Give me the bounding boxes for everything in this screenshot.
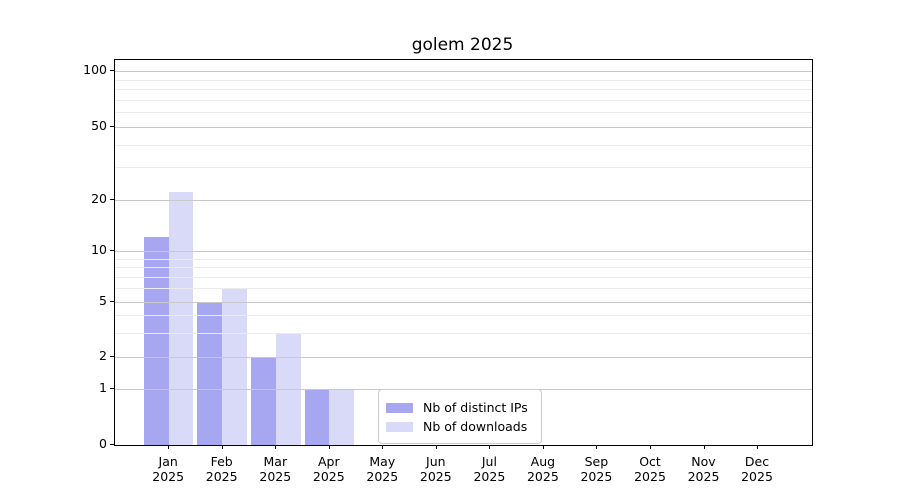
y-tick-mark xyxy=(110,387,114,389)
gridline-minor-4 xyxy=(115,315,812,317)
y-tick-label: 50 xyxy=(91,117,107,133)
gridline-minor-70 xyxy=(115,99,812,101)
legend-item-downloads: Nb of downloads xyxy=(386,417,533,436)
gridline-major-20 xyxy=(115,199,812,201)
y-tick-label: 0 xyxy=(99,436,107,451)
x-tick-mark xyxy=(382,445,384,449)
x-tick-label-jan: Jan 2025 xyxy=(152,454,185,484)
x-tick-mark xyxy=(435,445,437,449)
x-tick-label-mar: Mar 2025 xyxy=(259,454,292,484)
x-tick-label-jul: Jul 2025 xyxy=(473,454,506,484)
gridline-minor-40 xyxy=(115,144,812,146)
x-tick-mark xyxy=(650,445,651,449)
legend-item-distinct-ips: Nb of distinct IPs xyxy=(386,398,533,417)
x-tick-mark xyxy=(168,445,170,449)
y-tick-mark xyxy=(110,125,114,127)
bar-distinct-ips-feb xyxy=(197,301,223,445)
gridline-major-50 xyxy=(115,126,812,128)
gridline-minor-80 xyxy=(115,88,812,90)
legend-swatch-distinct-ips xyxy=(386,402,413,413)
gridline-major-10 xyxy=(115,250,812,252)
x-tick-mark xyxy=(221,445,223,449)
x-tick-mark xyxy=(542,445,544,449)
y-tick-label: 10 xyxy=(91,241,107,257)
x-tick-mark xyxy=(275,445,277,449)
gridline-minor-60 xyxy=(115,112,812,113)
x-tick-mark xyxy=(703,445,705,449)
y-tick-label: 2 xyxy=(99,348,107,364)
x-tick-label-aug: Aug 2025 xyxy=(526,454,559,484)
x-tick-mark xyxy=(328,445,330,449)
y-tick-label: 5 xyxy=(99,292,107,308)
x-tick-mark xyxy=(489,445,491,449)
x-tick-label-apr: Apr 2025 xyxy=(312,454,345,484)
y-tick-label: 20 xyxy=(91,190,107,206)
bar-downloads-feb xyxy=(222,288,247,445)
gridline-major-100 xyxy=(115,71,812,72)
x-tick-label-may: May 2025 xyxy=(366,454,399,484)
x-tick-mark xyxy=(757,445,758,449)
chart-title: golem 2025 xyxy=(411,35,514,55)
gridline-minor-6 xyxy=(115,288,812,290)
plot-area xyxy=(114,59,813,446)
y-tick-mark xyxy=(110,249,114,251)
legend-label-downloads: Nb of downloads xyxy=(423,419,528,434)
gridline-minor-7 xyxy=(115,276,812,278)
bar-distinct-ips-apr xyxy=(304,388,330,445)
x-tick-mark xyxy=(596,445,598,449)
gridline-major-2 xyxy=(115,357,812,359)
gridline-minor-30 xyxy=(115,167,812,169)
x-tick-label-sep: Sep 2025 xyxy=(580,454,613,484)
x-tick-label-oct: Oct 2025 xyxy=(634,454,666,484)
y-tick-mark xyxy=(110,198,114,200)
gridline-minor-8 xyxy=(115,267,812,269)
bar-downloads-apr xyxy=(329,388,355,445)
y-tick-mark xyxy=(110,70,114,71)
legend-swatch-downloads xyxy=(386,421,413,432)
x-tick-label-jun: Jun 2025 xyxy=(419,454,452,484)
x-tick-label-nov: Nov 2025 xyxy=(687,454,720,484)
bar-distinct-ips-mar xyxy=(251,357,276,445)
gridline-minor-3 xyxy=(115,332,812,334)
gridline-minor-9 xyxy=(115,258,812,260)
y-tick-label: 1 xyxy=(99,379,107,395)
y-tick-mark xyxy=(110,444,114,445)
y-tick-mark xyxy=(110,300,114,302)
bar-distinct-ips-jan xyxy=(143,237,169,445)
y-tick-label: 100 xyxy=(83,62,107,77)
gridline-minor-90 xyxy=(115,79,812,81)
bar-downloads-jan xyxy=(168,192,194,445)
legend-label-distinct-ips: Nb of distinct IPs xyxy=(423,400,528,415)
x-tick-label-feb: Feb 2025 xyxy=(205,454,238,484)
gridline-major-5 xyxy=(115,301,812,303)
y-tick-mark xyxy=(110,356,114,358)
x-tick-label-dec: Dec 2025 xyxy=(741,454,773,484)
legend: Nb of distinct IPs Nb of downloads xyxy=(378,389,542,444)
